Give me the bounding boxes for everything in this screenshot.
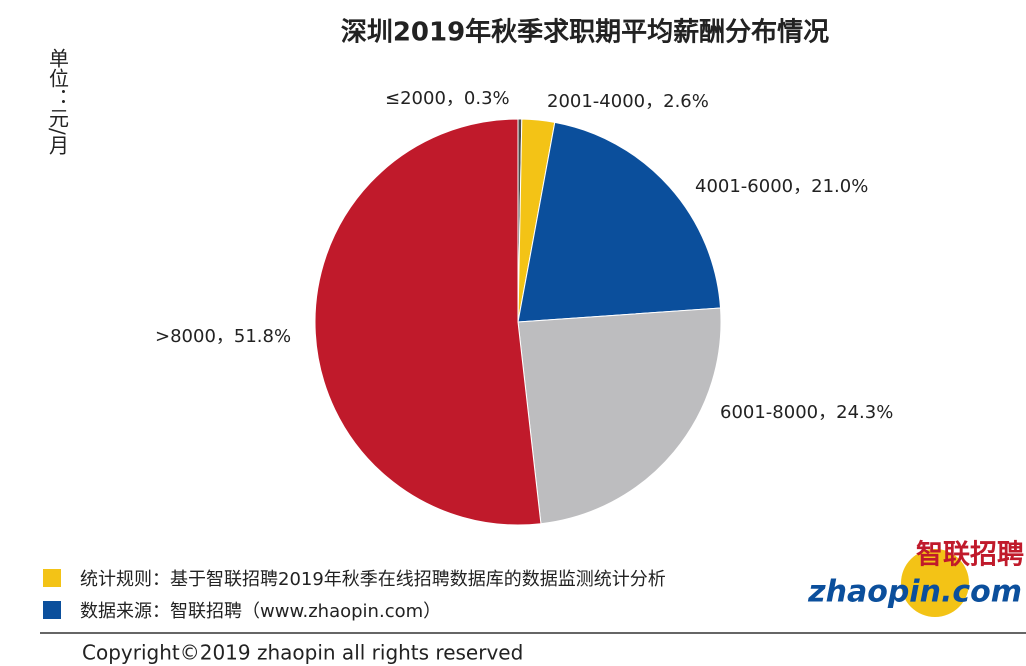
slice-category: 6001-8000 <box>720 402 818 423</box>
slice-separator: ， <box>216 326 234 347</box>
pie-slice <box>517 121 722 323</box>
slice-label: >8000，51.8% <box>155 326 291 347</box>
pie-slice <box>517 307 722 525</box>
note: 统计规则：基于智联招聘2019年秋季在线招聘数据库的数据监测统计分析 <box>80 569 666 590</box>
logo-cn: 智联招聘 <box>916 540 1024 571</box>
slice-category: >8000 <box>155 326 216 347</box>
slice-category: 2001-4000 <box>547 91 645 112</box>
slice-label: 6001-8000，24.3% <box>720 402 893 423</box>
chart-title: 深圳2019年秋季求职期平均薪酬分布情况 <box>341 17 829 48</box>
slice-value-label: 24.3% <box>836 402 893 423</box>
copyright: Copyright©2019 zhaopin all rights reserv… <box>82 641 523 665</box>
pie <box>314 118 722 526</box>
slice-label: 2001-4000，2.6% <box>547 91 709 112</box>
slice-category: ≤2000 <box>385 88 446 109</box>
slice-separator: ， <box>645 91 663 112</box>
slice-separator: ， <box>793 176 811 197</box>
slice-label: ≤2000，0.3% <box>385 88 510 109</box>
slice-separator: ， <box>446 88 464 109</box>
slice-value-label: 2.6% <box>663 91 709 112</box>
logo-circle <box>901 549 969 617</box>
slice-separator: ， <box>818 402 836 423</box>
slice-value-label: 51.8% <box>234 326 291 347</box>
slice-category: 4001-6000 <box>695 176 793 197</box>
slice-label: 4001-6000，21.0% <box>695 176 868 197</box>
unit-label: 单位：元/月 <box>46 48 70 155</box>
note-marker <box>43 601 61 619</box>
note-marker <box>43 569 61 587</box>
note: 数据来源：智联招聘（www.zhaopin.com） <box>80 601 441 622</box>
slice-value-label: 21.0% <box>811 176 868 197</box>
logo-en: zhaopin.com <box>807 575 1022 610</box>
pie-slice <box>314 118 542 526</box>
slice-value-label: 0.3% <box>464 88 510 109</box>
